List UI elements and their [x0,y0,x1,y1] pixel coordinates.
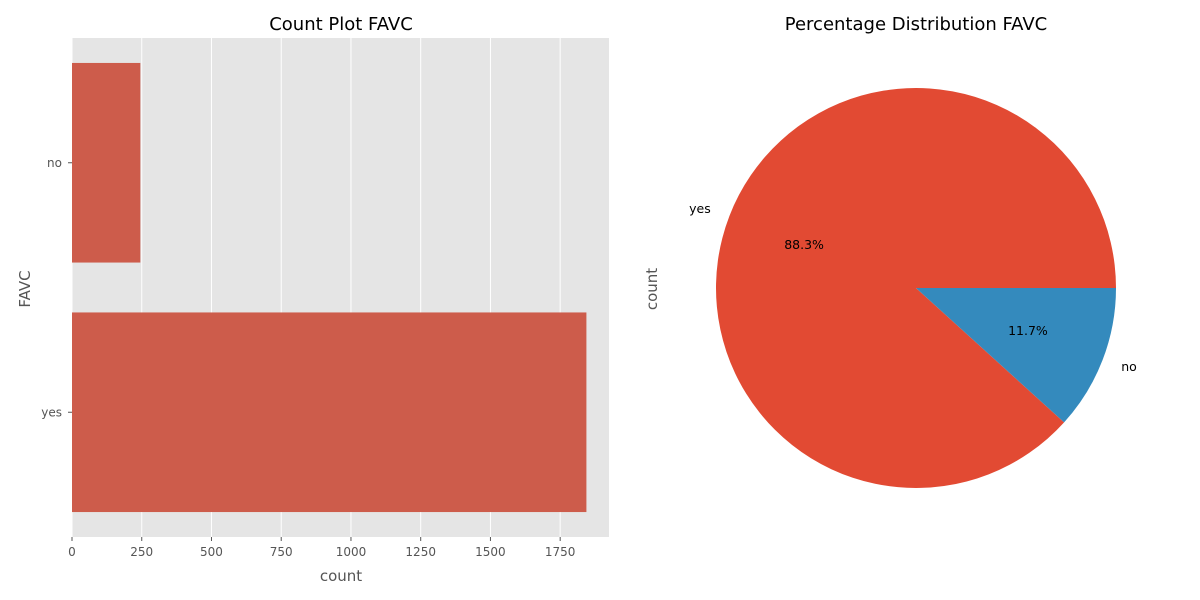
bars [72,62,587,513]
x-tick-label: 750 [270,545,293,559]
x-tick-label: 1750 [545,545,576,559]
pie-plot: Percentage Distribution FAVC count yes 88… [643,14,1137,489]
bar-no [72,62,141,263]
pie-percent-yes: 88.3% [784,237,824,252]
x-ticks: 0 250 500 750 1000 1250 1500 1750 [68,537,575,559]
count-plot: no yes 0 250 500 750 1000 1250 1500 1750 Count P… [16,14,609,585]
x-tick-label: 500 [200,545,223,559]
y-tick-label: yes [41,405,62,419]
bar-yes [72,312,587,513]
pie-chart-title: Percentage Distribution FAVC [785,14,1047,35]
x-tick-label: 250 [130,545,153,559]
x-tick-label: 1000 [336,545,367,559]
pie-label-no: no [1121,359,1137,374]
y-axis-label: FAVC [16,270,34,307]
x-tick-label: 1250 [405,545,436,559]
x-axis-label: count [320,567,362,585]
pie-label-yes: yes [689,201,711,216]
x-tick-label: 0 [68,545,76,559]
y-tick-label: no [47,156,62,170]
x-tick-label: 1500 [475,545,506,559]
pie-slices [716,87,1116,489]
bar-chart-title: Count Plot FAVC [269,14,413,35]
pie-percent-no: 11.7% [1008,323,1048,338]
pie-y-axis-label: count [643,268,661,310]
y-ticks: no yes [41,156,72,419]
pie-labels: yes 88.3% no 11.7% [689,201,1137,374]
pie-slice-no [916,288,1116,423]
